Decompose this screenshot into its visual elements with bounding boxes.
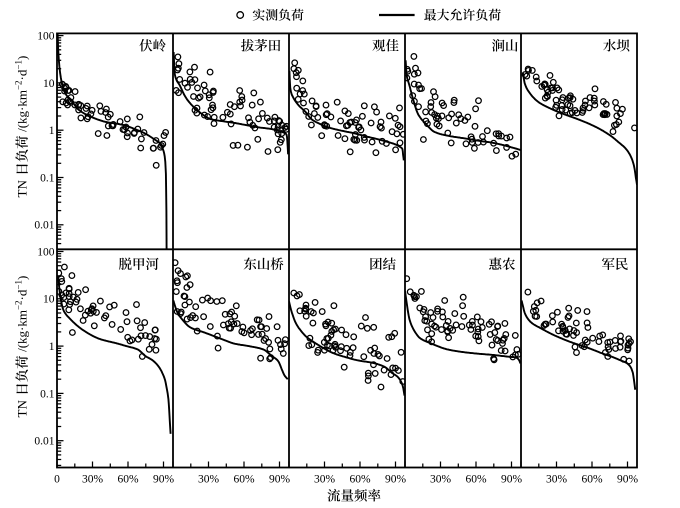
svg-text:90%: 90% xyxy=(153,474,175,486)
svg-text:30%: 30% xyxy=(546,474,568,486)
svg-text:60%: 60% xyxy=(349,474,371,486)
svg-text:TN: TN xyxy=(15,400,30,418)
svg-text:1: 1 xyxy=(49,125,55,137)
svg-text:60%: 60% xyxy=(581,474,603,486)
svg-text:0: 0 xyxy=(54,474,60,486)
svg-text:10: 10 xyxy=(43,294,55,306)
svg-text:60%: 60% xyxy=(465,474,487,486)
svg-text:0.1: 0.1 xyxy=(40,388,55,400)
svg-text:60%: 60% xyxy=(117,474,139,486)
svg-text:100: 100 xyxy=(37,31,55,43)
svg-text:/(kg·km−2·d−1): /(kg·km−2·d−1) xyxy=(13,276,29,352)
svg-text:90%: 90% xyxy=(385,474,407,486)
svg-text:10: 10 xyxy=(43,78,55,90)
svg-text:TN: TN xyxy=(15,180,30,198)
svg-text:0.1: 0.1 xyxy=(40,172,55,184)
svg-text:90%: 90% xyxy=(617,474,639,486)
svg-text:30%: 30% xyxy=(82,474,104,486)
svg-text:1: 1 xyxy=(49,341,55,353)
svg-text:90%: 90% xyxy=(269,474,291,486)
svg-text:60%: 60% xyxy=(233,474,255,486)
svg-text:30%: 30% xyxy=(314,474,336,486)
svg-text:0.01: 0.01 xyxy=(34,436,54,448)
svg-text:30%: 30% xyxy=(430,474,452,486)
svg-text:/(kg·km−2·d−1): /(kg·km−2·d−1) xyxy=(13,56,29,132)
svg-text:100: 100 xyxy=(37,246,55,258)
svg-text:0.01: 0.01 xyxy=(34,220,54,232)
svg-text:30%: 30% xyxy=(198,474,220,486)
svg-text:90%: 90% xyxy=(501,474,523,486)
